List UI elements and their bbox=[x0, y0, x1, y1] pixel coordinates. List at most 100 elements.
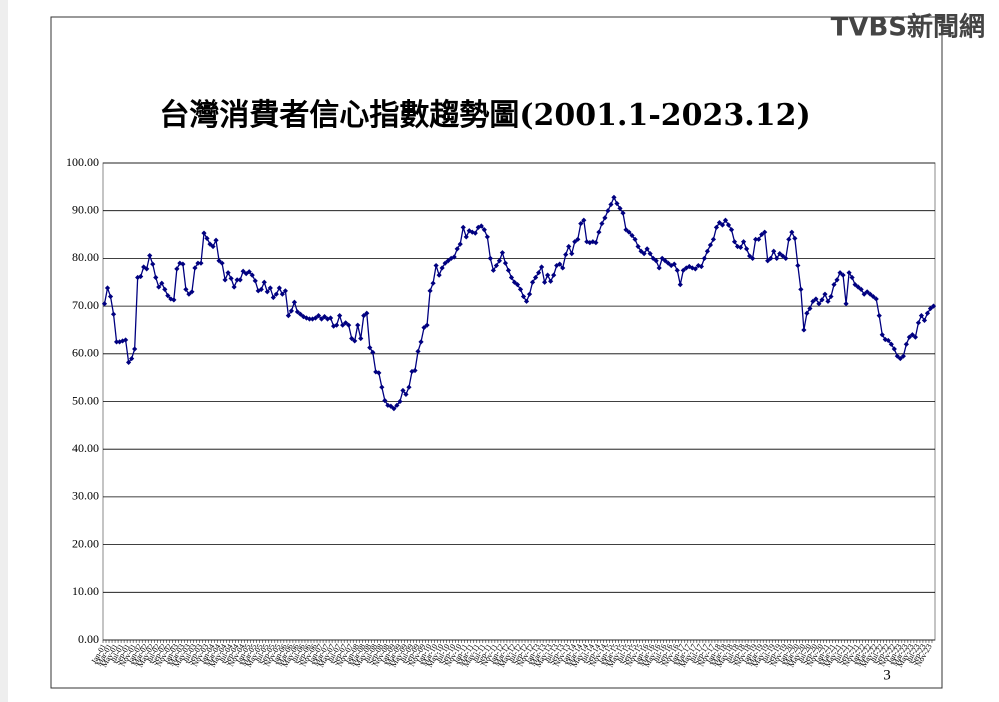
data-point bbox=[677, 282, 683, 288]
data-point bbox=[460, 224, 466, 230]
data-point bbox=[493, 262, 499, 269]
data-point bbox=[454, 246, 460, 252]
data-point bbox=[731, 239, 738, 245]
data-point bbox=[210, 243, 216, 250]
data-point bbox=[918, 313, 925, 319]
data-point bbox=[150, 261, 156, 267]
data-point bbox=[373, 369, 379, 375]
data-point bbox=[834, 277, 840, 283]
data-point bbox=[750, 255, 756, 261]
data-point bbox=[379, 384, 385, 390]
data-point bbox=[240, 268, 246, 274]
data-point bbox=[897, 355, 903, 362]
data-point bbox=[659, 255, 665, 261]
data-point bbox=[358, 335, 364, 342]
data-point bbox=[249, 272, 255, 278]
data-point bbox=[104, 285, 111, 291]
data-point bbox=[765, 258, 771, 264]
data-point bbox=[433, 262, 439, 269]
data-point bbox=[882, 336, 888, 343]
data-point bbox=[819, 297, 825, 303]
data-point bbox=[927, 305, 934, 312]
data-point bbox=[448, 255, 454, 261]
data-point bbox=[246, 269, 252, 275]
data-point bbox=[701, 255, 707, 261]
data-point bbox=[529, 279, 536, 285]
data-point bbox=[478, 223, 484, 229]
data-point bbox=[740, 239, 747, 245]
data-point bbox=[415, 348, 421, 355]
data-point bbox=[144, 266, 150, 272]
data-point bbox=[557, 261, 563, 267]
data-point bbox=[442, 260, 448, 266]
data-point bbox=[315, 313, 322, 319]
data-point bbox=[303, 315, 310, 321]
data-point bbox=[225, 270, 231, 276]
data-point bbox=[252, 278, 258, 284]
data-point bbox=[496, 258, 503, 264]
data-point bbox=[644, 246, 650, 252]
data-point bbox=[620, 210, 626, 216]
data-point bbox=[623, 227, 629, 233]
data-point bbox=[327, 315, 334, 321]
data-point bbox=[650, 255, 656, 261]
data-point bbox=[397, 398, 403, 405]
data-point bbox=[258, 286, 264, 293]
data-point bbox=[297, 311, 304, 317]
data-point bbox=[321, 313, 328, 320]
data-point bbox=[816, 301, 822, 307]
data-point bbox=[780, 253, 786, 259]
data-point bbox=[572, 239, 578, 245]
data-point bbox=[548, 278, 554, 284]
data-point bbox=[698, 263, 704, 270]
data-point bbox=[885, 337, 891, 344]
data-point bbox=[563, 251, 569, 258]
data-point bbox=[192, 265, 198, 271]
data-point bbox=[520, 293, 527, 300]
data-point bbox=[801, 327, 807, 333]
data-point bbox=[810, 298, 816, 304]
data-point bbox=[312, 315, 319, 321]
data-point bbox=[294, 309, 301, 315]
data-point bbox=[662, 258, 668, 264]
data-point bbox=[804, 310, 810, 316]
data-point bbox=[400, 387, 406, 394]
data-point bbox=[204, 235, 210, 241]
data-point bbox=[153, 274, 159, 281]
data-point bbox=[879, 332, 885, 338]
data-point bbox=[147, 252, 153, 259]
data-point bbox=[843, 301, 849, 307]
y-tick-label: 90.00 bbox=[72, 202, 99, 216]
data-point bbox=[427, 288, 433, 294]
data-point bbox=[728, 227, 735, 233]
data-point bbox=[912, 334, 919, 340]
data-point bbox=[786, 236, 792, 242]
data-point bbox=[888, 341, 894, 347]
data-point bbox=[291, 299, 298, 305]
data-point bbox=[768, 255, 774, 261]
data-point bbox=[318, 316, 325, 322]
data-point bbox=[132, 346, 138, 352]
data-point bbox=[388, 403, 394, 409]
data-point bbox=[282, 288, 288, 294]
data-point bbox=[569, 251, 575, 257]
data-point bbox=[285, 313, 291, 319]
data-point bbox=[725, 222, 732, 228]
data-point bbox=[716, 220, 723, 226]
data-point bbox=[484, 234, 490, 240]
data-point bbox=[113, 339, 120, 345]
data-point bbox=[638, 248, 644, 254]
data-point bbox=[777, 251, 783, 257]
data-point bbox=[894, 353, 900, 359]
data-point bbox=[771, 248, 777, 254]
data-point bbox=[135, 274, 141, 281]
data-point bbox=[207, 241, 213, 247]
data-point bbox=[174, 266, 180, 272]
data-point bbox=[445, 258, 451, 264]
data-point bbox=[560, 265, 566, 271]
data-point bbox=[849, 274, 855, 281]
data-point bbox=[472, 230, 478, 236]
data-point bbox=[189, 289, 195, 295]
y-tick-label: 100.00 bbox=[66, 155, 99, 169]
